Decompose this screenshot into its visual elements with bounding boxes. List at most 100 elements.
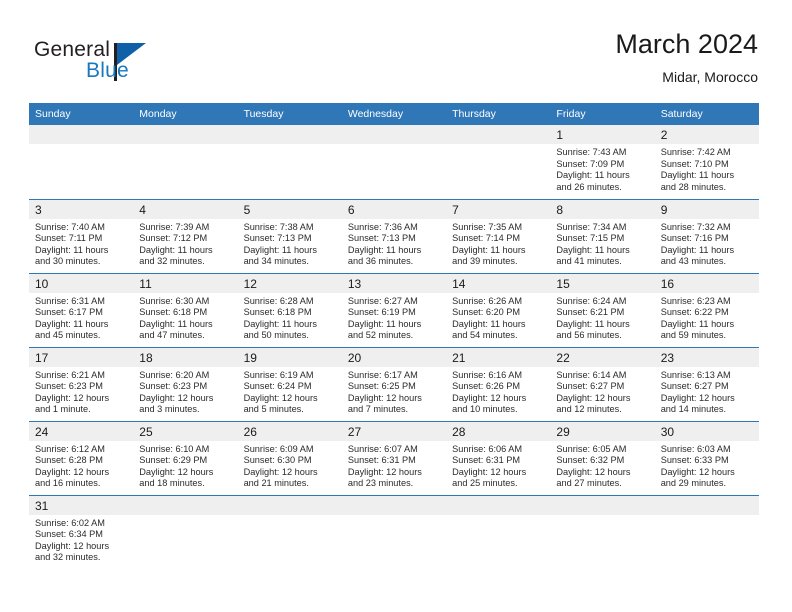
day-details: Sunrise: 6:27 AM Sunset: 6:19 PM Daylight:…: [342, 293, 446, 342]
calendar-day-cell[interactable]: 26 Sunrise: 6:09 AM Sunset: 6:30 PM Dayligh…: [237, 420, 342, 495]
calendar-day-cell[interactable]: 28 Sunrise: 6:06 AM Sunset: 6:31 PM Dayligh…: [446, 420, 551, 495]
day-number: 15: [550, 273, 655, 293]
sunrise-text: Sunrise: 7:34 AM: [556, 221, 627, 232]
day-number: 14: [446, 273, 551, 293]
calendar-day-cell[interactable]: 23 Sunrise: 6:13 AM Sunset: 6:27 PM Dayligh…: [654, 346, 759, 421]
weekday-header-monday: Monday: [133, 103, 238, 125]
day-number: 29: [550, 421, 655, 441]
calendar-day-cell[interactable]: 19 Sunrise: 6:19 AM Sunset: 6:24 PM Dayligh…: [237, 346, 342, 421]
day-number: 6: [341, 199, 447, 219]
calendar-day-cell[interactable]: 25 Sunrise: 6:10 AM Sunset: 6:29 PM Dayligh…: [133, 420, 238, 495]
daylight-text-line2: and 56 minutes.: [556, 330, 622, 341]
sunrise-text: Sunrise: 7:39 AM: [139, 221, 210, 232]
logo-text-general: General: [34, 38, 111, 61]
calendar-day-cell[interactable]: 6 Sunrise: 7:36 AM Sunset: 7:13 PM Daylight…: [341, 198, 447, 273]
calendar-cell-empty: [550, 494, 655, 569]
day-number: 10: [29, 273, 134, 293]
calendar-day-cell[interactable]: 10 Sunrise: 6:31 AM Sunset: 6:17 PM Dayligh…: [29, 272, 134, 347]
sunrise-text: Sunrise: 6:16 AM: [452, 369, 523, 380]
calendar-cell-empty: [237, 494, 342, 569]
calendar-day-cell[interactable]: 16 Sunrise: 6:23 AM Sunset: 6:22 PM Dayligh…: [654, 272, 759, 347]
daylight-text-line1: Daylight: 11 hours: [660, 244, 735, 255]
sunrise-text: Sunrise: 6:06 AM: [452, 443, 523, 454]
daylight-text-line1: Daylight: 11 hours: [347, 244, 422, 255]
calendar-day-cell[interactable]: 29 Sunrise: 6:05 AM Sunset: 6:32 PM Dayligh…: [550, 420, 655, 495]
day-box: [446, 495, 551, 570]
calendar-day-cell[interactable]: 8 Sunrise: 7:34 AM Sunset: 7:15 PM Daylight…: [550, 198, 655, 273]
calendar-day-cell[interactable]: 5 Sunrise: 7:38 AM Sunset: 7:13 PM Daylight…: [237, 198, 342, 273]
day-box: 14 Sunrise: 6:26 AM Sunset: 6:20 PM Dayligh…: [446, 273, 551, 347]
sunset-text: Sunset: 6:27 PM: [556, 381, 625, 392]
day-number: 4: [133, 199, 238, 219]
daylight-text-line2: and 47 minutes.: [139, 330, 205, 341]
day-number: [237, 495, 342, 515]
calendar-day-cell[interactable]: 3 Sunrise: 7:40 AM Sunset: 7:11 PM Daylight…: [29, 198, 134, 273]
calendar-day-cell[interactable]: 21 Sunrise: 6:16 AM Sunset: 6:26 PM Dayligh…: [446, 346, 551, 421]
day-details: Sunrise: 6:30 AM Sunset: 6:18 PM Daylight:…: [133, 293, 237, 342]
general-blue-logo[interactable]: General Blue: [34, 38, 204, 94]
sunset-text: Sunset: 7:13 PM: [243, 233, 312, 244]
day-box: 6 Sunrise: 7:36 AM Sunset: 7:13 PM Daylight…: [341, 199, 447, 273]
day-details: Sunrise: 6:05 AM Sunset: 6:32 PM Daylight:…: [550, 441, 654, 490]
sunset-text: Sunset: 6:28 PM: [35, 455, 103, 466]
calendar-day-cell[interactable]: 7 Sunrise: 7:35 AM Sunset: 7:14 PM Daylight…: [446, 198, 551, 273]
day-number: [550, 495, 655, 515]
day-box: 17 Sunrise: 6:21 AM Sunset: 6:23 PM Dayligh…: [29, 347, 134, 421]
day-box: 5 Sunrise: 7:38 AM Sunset: 7:13 PM Daylight…: [237, 199, 342, 273]
daylight-text-line2: and 43 minutes.: [660, 256, 727, 267]
sunset-text: Sunset: 6:30 PM: [243, 455, 312, 466]
calendar-day-cell[interactable]: 27 Sunrise: 6:07 AM Sunset: 6:31 PM Dayligh…: [341, 420, 447, 495]
calendar-day-cell[interactable]: 18 Sunrise: 6:20 AM Sunset: 6:23 PM Dayligh…: [133, 346, 238, 421]
day-details: Sunrise: 6:23 AM Sunset: 6:22 PM Daylight:…: [655, 293, 759, 342]
calendar-day-cell[interactable]: 11 Sunrise: 6:30 AM Sunset: 6:18 PM Dayligh…: [133, 272, 238, 347]
daylight-text-line2: and 52 minutes.: [347, 330, 414, 341]
calendar-header-row: Sunday Monday Tuesday Wednesday Thursday…: [29, 103, 759, 125]
daylight-text-line2: and 36 minutes.: [347, 256, 414, 267]
calendar-day-cell[interactable]: 12 Sunrise: 6:28 AM Sunset: 6:18 PM Dayligh…: [237, 272, 342, 347]
daylight-text-line2: and 34 minutes.: [243, 256, 309, 267]
calendar-day-cell[interactable]: 20 Sunrise: 6:17 AM Sunset: 6:25 PM Dayligh…: [341, 346, 447, 421]
daylight-text-line1: Daylight: 11 hours: [243, 244, 317, 255]
daylight-text-line1: Daylight: 11 hours: [35, 244, 109, 255]
day-number: 7: [446, 199, 551, 219]
daylight-text-line1: Daylight: 12 hours: [347, 466, 422, 477]
day-details: Sunrise: 6:07 AM Sunset: 6:31 PM Daylight:…: [342, 441, 446, 490]
sunrise-text: Sunrise: 6:14 AM: [556, 369, 627, 380]
calendar-day-cell[interactable]: 31 Sunrise: 6:02 AM Sunset: 6:34 PM Dayligh…: [29, 494, 134, 569]
sunrise-text: Sunrise: 6:02 AM: [35, 517, 105, 528]
calendar-day-cell[interactable]: 24 Sunrise: 6:12 AM Sunset: 6:28 PM Dayligh…: [29, 420, 134, 495]
calendar-day-cell[interactable]: 2 Sunrise: 7:42 AM Sunset: 7:10 PM Daylight…: [654, 125, 759, 199]
day-number: 20: [341, 347, 447, 367]
calendar-day-cell[interactable]: 22 Sunrise: 6:14 AM Sunset: 6:27 PM Dayligh…: [550, 346, 655, 421]
calendar-day-cell[interactable]: 13 Sunrise: 6:27 AM Sunset: 6:19 PM Dayligh…: [341, 272, 447, 347]
day-details: Sunrise: 6:20 AM Sunset: 6:23 PM Daylight:…: [133, 367, 237, 416]
sunset-text: Sunset: 7:15 PM: [556, 233, 625, 244]
daylight-text-line2: and 50 minutes.: [243, 330, 309, 341]
calendar-day-cell[interactable]: 9 Sunrise: 7:32 AM Sunset: 7:16 PM Daylight…: [654, 198, 759, 273]
page-header: General Blue March 2024 Midar, Morocco: [34, 28, 758, 98]
calendar-cell-empty: [654, 494, 759, 569]
day-box: [133, 125, 238, 199]
calendar-day-cell[interactable]: 1 Sunrise: 7:43 AM Sunset: 7:09 PM Daylight…: [550, 125, 655, 199]
calendar-day-cell[interactable]: 15 Sunrise: 6:24 AM Sunset: 6:21 PM Dayligh…: [550, 272, 655, 347]
daylight-text-line2: and 32 minutes.: [35, 552, 101, 563]
calendar-day-cell[interactable]: 30 Sunrise: 6:03 AM Sunset: 6:33 PM Dayligh…: [654, 420, 759, 495]
logo-text-blue: Blue: [86, 59, 129, 82]
day-number: 25: [133, 421, 238, 441]
calendar-day-cell[interactable]: 17 Sunrise: 6:21 AM Sunset: 6:23 PM Dayligh…: [29, 346, 134, 421]
day-box: 3 Sunrise: 7:40 AM Sunset: 7:11 PM Daylight…: [29, 199, 134, 273]
sunrise-text: Sunrise: 6:10 AM: [139, 443, 210, 454]
day-details: Sunrise: 6:13 AM Sunset: 6:27 PM Daylight:…: [655, 367, 759, 416]
title-block: March 2024 Midar, Morocco: [615, 28, 758, 87]
sunset-text: Sunset: 6:18 PM: [139, 307, 208, 318]
calendar-day-cell[interactable]: 14 Sunrise: 6:26 AM Sunset: 6:20 PM Dayligh…: [446, 272, 551, 347]
weekday-header-saturday: Saturday: [654, 103, 759, 125]
calendar-day-cell[interactable]: 4 Sunrise: 7:39 AM Sunset: 7:12 PM Daylight…: [133, 198, 238, 273]
daylight-text-line1: Daylight: 12 hours: [660, 392, 735, 403]
day-number: 19: [237, 347, 342, 367]
day-number: 11: [133, 273, 238, 293]
calendar-cell-empty: [133, 125, 238, 199]
daylight-text-line2: and 16 minutes.: [35, 478, 101, 489]
day-number: 2: [654, 125, 759, 144]
